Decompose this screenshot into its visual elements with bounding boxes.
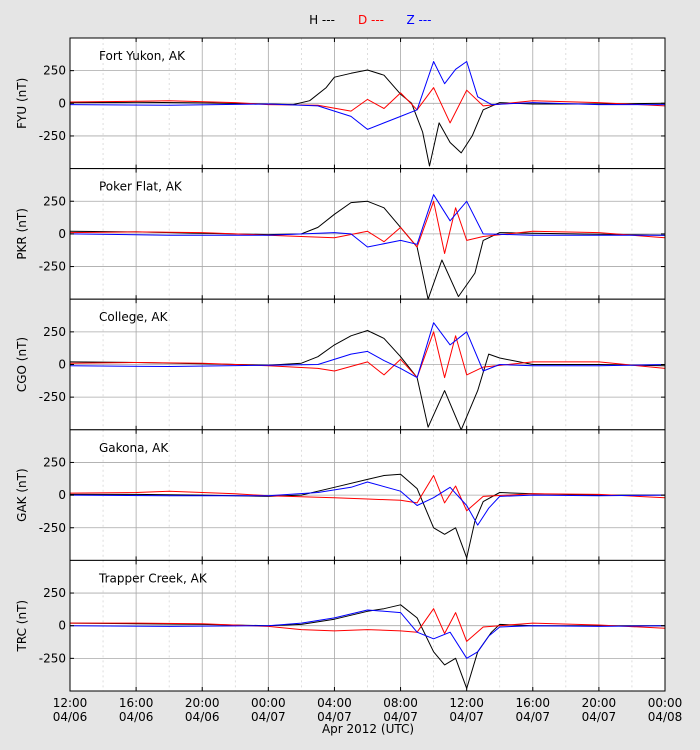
series-line-z xyxy=(70,194,665,248)
x-tick-date: 04/07 xyxy=(383,710,418,724)
x-tick-date: 04/08 xyxy=(648,710,683,724)
x-tick-date: 04/07 xyxy=(515,710,550,724)
series-line-z xyxy=(70,481,665,526)
x-tick-date: 04/06 xyxy=(185,710,220,724)
series-line-h xyxy=(70,330,665,430)
y-tick-label: -250 xyxy=(39,390,66,404)
y-tick-label: 0 xyxy=(58,227,66,241)
legend-entry: H --- xyxy=(309,13,335,27)
y-axis-label: FYU (nT) xyxy=(15,78,29,129)
y-axis-label: GAK (nT) xyxy=(15,468,29,521)
station-label: Fort Yukon, AK xyxy=(99,49,186,63)
station-panel: 250 0 -250 PKR (nT) Poker Flat, AK xyxy=(15,168,666,300)
x-tick-time: 00:00 xyxy=(251,696,286,710)
x-tick-date: 04/07 xyxy=(582,710,617,724)
x-tick-time: 04:00 xyxy=(317,696,352,710)
x-tick-time: 08:00 xyxy=(383,696,418,710)
x-tick-date: 04/07 xyxy=(317,710,352,724)
station-label: Poker Flat, AK xyxy=(99,180,183,194)
legend-entry: Z --- xyxy=(406,13,431,27)
x-tick-time: 12:00 xyxy=(449,696,484,710)
x-tick-date: 04/07 xyxy=(449,710,484,724)
station-panel: 250 0 -250 FYU (nT) Fort Yukon, AK xyxy=(15,37,666,170)
x-tick-time: 20:00 xyxy=(185,696,220,710)
y-axis-label: TRC (nT) xyxy=(15,600,29,653)
y-tick-label: -250 xyxy=(39,129,66,143)
series-line-z xyxy=(70,609,665,659)
x-tick-time: 20:00 xyxy=(582,696,617,710)
y-tick-label: -250 xyxy=(39,651,66,665)
legend-entry: D --- xyxy=(358,13,384,27)
station-label: College, AK xyxy=(99,310,169,324)
series-line-z xyxy=(70,61,665,130)
x-tick-date: 04/07 xyxy=(251,710,286,724)
station-panel: 250 0 -250 GAK (nT) Gakona, AK xyxy=(15,429,666,561)
station-panel: 250 0 -250 TRC (nT) Trapper Creek, AK xyxy=(15,559,666,692)
panels: 250 0 -250 FYU (nT) Fort Yukon, AK 250 0 -250 PK… xyxy=(15,37,666,692)
x-tick-date: 04/06 xyxy=(119,710,154,724)
y-tick-label: 0 xyxy=(58,619,66,633)
y-tick-label: 0 xyxy=(58,96,66,110)
x-tick-date: 04/06 xyxy=(53,710,88,724)
y-axis-label: PKR (nT) xyxy=(15,208,29,260)
series-line-d xyxy=(70,475,665,512)
x-tick-time: 16:00 xyxy=(119,696,154,710)
y-tick-label: 0 xyxy=(58,358,66,372)
x-axis: 12:0004/0616:0004/0620:0004/0600:0004/07… xyxy=(53,696,683,724)
y-tick-label: 250 xyxy=(43,325,66,339)
legend: H --- D --- Z --- xyxy=(309,13,431,27)
grid xyxy=(70,38,665,169)
station-label: Trapper Creek, AK xyxy=(98,571,208,585)
y-tick-label: -250 xyxy=(39,260,66,274)
y-tick-label: 250 xyxy=(43,455,66,469)
station-panel: 250 0 -250 CGO (nT) College, AK xyxy=(15,298,666,431)
y-tick-label: -250 xyxy=(39,521,66,535)
y-tick-label: 250 xyxy=(43,64,66,78)
x-tick-time: 00:00 xyxy=(648,696,683,710)
x-tick-time: 12:00 xyxy=(53,696,88,710)
x-tick-time: 16:00 xyxy=(515,696,550,710)
y-tick-label: 250 xyxy=(43,194,66,208)
y-axis-label: CGO (nT) xyxy=(15,337,29,392)
y-tick-label: 0 xyxy=(58,488,66,502)
x-axis-title: Apr 2012 (UTC) xyxy=(322,722,414,736)
station-label: Gakona, AK xyxy=(99,441,169,455)
y-tick-label: 250 xyxy=(43,586,66,600)
series-line-z xyxy=(70,322,665,379)
